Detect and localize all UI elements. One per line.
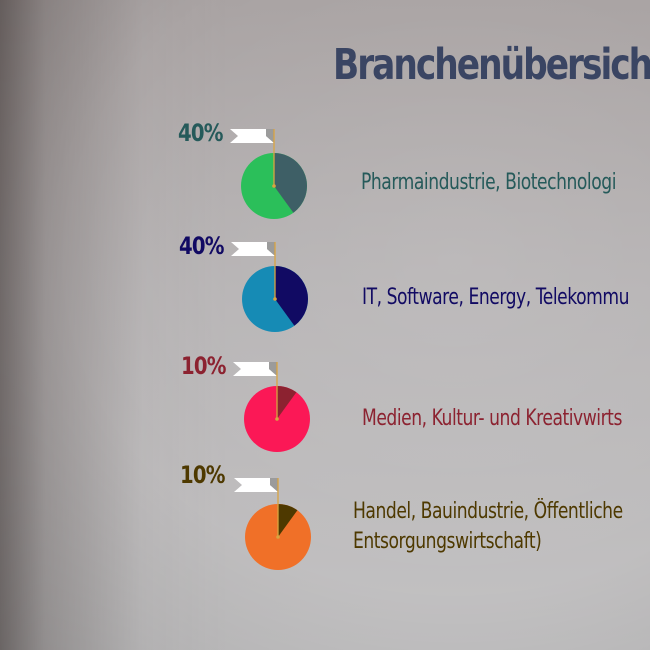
percent-label-1: 40% (178, 120, 223, 147)
flag-banner-4 (234, 478, 278, 492)
industry-label-line: Pharmaindustrie, Biotechnologi (361, 170, 616, 195)
industry-label-line: Handel, Bauindustrie, Öffentliche (353, 499, 623, 524)
industry-label-1: Pharmaindustrie, Biotechnologi (361, 168, 616, 198)
pin-dot-2 (273, 297, 277, 301)
industry-label-4: Handel, Bauindustrie, Öffentliche Entsorg… (353, 497, 623, 557)
percent-label-3: 10% (181, 353, 226, 380)
flag-banner-3 (233, 362, 277, 376)
flag-banner-2 (231, 242, 275, 256)
industry-label-line: Entsorgungswirtschaft) (353, 529, 542, 554)
industry-label-line: IT, Software, Energy, Telekommu (362, 285, 630, 310)
flag-banner-1 (230, 129, 274, 143)
pie-slice-4 (278, 504, 298, 537)
pin-dot-3 (275, 417, 279, 421)
flag-fold-4 (270, 478, 278, 492)
flag-fold-1 (266, 129, 274, 143)
pie-slice-1 (274, 153, 308, 213)
pin-dot-4 (276, 535, 280, 539)
pie-slice-2 (275, 266, 309, 326)
percent-label-2: 40% (179, 233, 224, 260)
pie-slice-3 (277, 386, 297, 419)
percent-label-4: 10% (180, 462, 225, 489)
flag-fold-2 (267, 242, 275, 256)
industry-label-line: Medien, Kultur- und Kreativwirts (362, 406, 622, 431)
page-title: Branchenübersich (333, 40, 650, 90)
industry-label-3: Medien, Kultur- und Kreativwirts (362, 404, 622, 434)
industry-label-2: IT, Software, Energy, Telekommu (362, 283, 630, 313)
flag-fold-3 (269, 362, 277, 376)
pin-dot-1 (272, 184, 276, 188)
